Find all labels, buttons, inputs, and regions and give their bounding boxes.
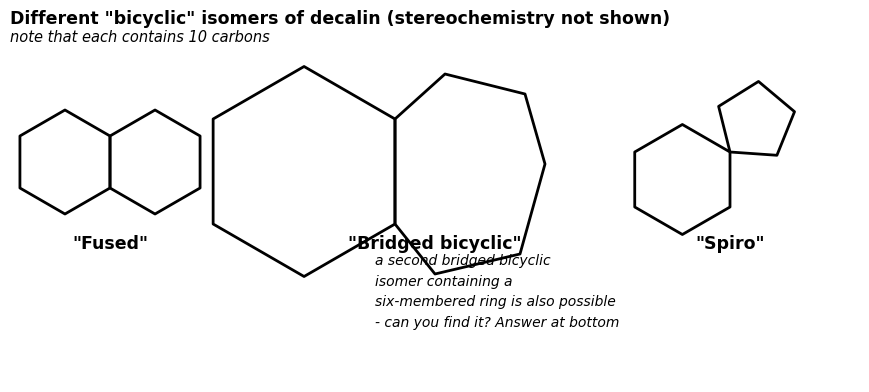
Text: "Bridged bicyclic": "Bridged bicyclic" bbox=[348, 235, 521, 253]
Text: "Spiro": "Spiro" bbox=[694, 235, 764, 253]
Text: "Fused": "Fused" bbox=[72, 235, 148, 253]
Text: note that each contains 10 carbons: note that each contains 10 carbons bbox=[10, 30, 269, 45]
Text: a second bridged bicyclic
isomer containing a
six-membered ring is also possible: a second bridged bicyclic isomer contain… bbox=[375, 254, 619, 330]
Text: Different "bicyclic" isomers of decalin (stereochemistry not shown): Different "bicyclic" isomers of decalin … bbox=[10, 10, 669, 28]
